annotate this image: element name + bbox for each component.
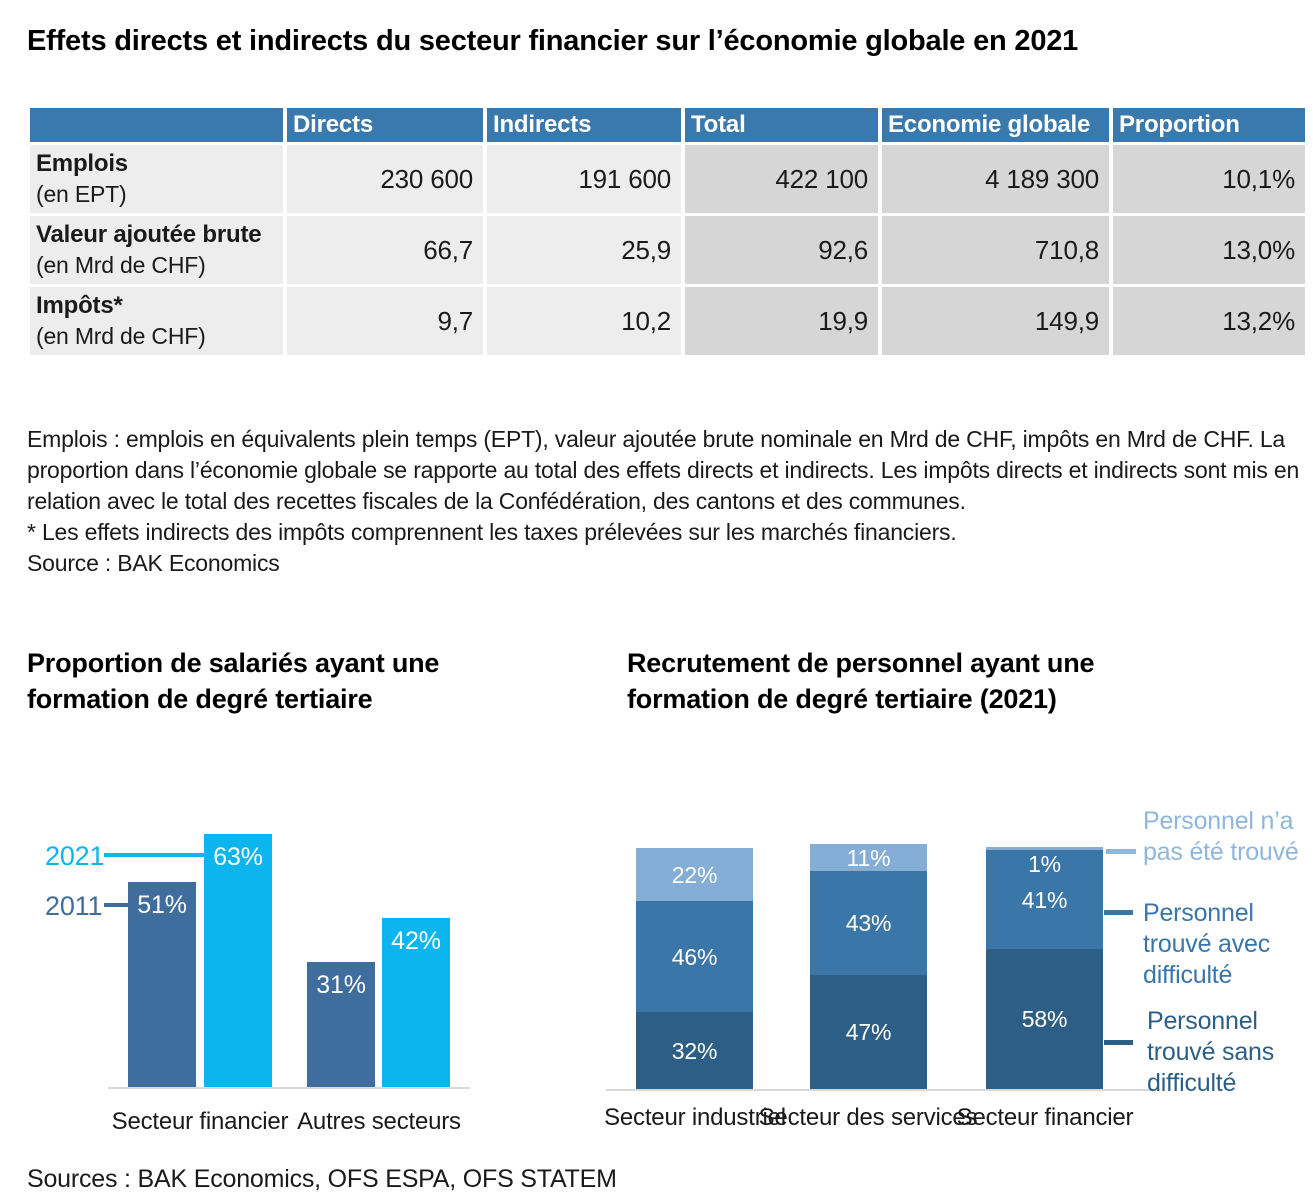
table-cell: 25,9 xyxy=(487,216,681,284)
legend-tick-Personnel trouvé sans difficulté xyxy=(1104,1040,1133,1045)
bar-2011-Autres secteurs xyxy=(307,962,375,1087)
segment-Personnel trouvé sans difficulté-Secteur des services xyxy=(810,975,927,1089)
segment-Personnel trouvé avec difficulté-Secteur industriel xyxy=(636,901,753,1012)
table-row-label: Valeur ajoutée brute (en Mrd de CHF) xyxy=(30,216,283,284)
bar-value-label: 51% xyxy=(137,891,187,919)
table-cell: 10,2 xyxy=(487,287,681,355)
table-row-unit: (en Mrd de CHF) xyxy=(36,252,206,278)
series-callout-line-2011 xyxy=(104,903,128,907)
segment-Personnel trouvé avec difficulté-Secteur des services xyxy=(810,871,927,975)
table-cell: 422 100 xyxy=(685,145,878,213)
table-header-cell: Proportion xyxy=(1113,108,1305,142)
table-cell: 4 189 300 xyxy=(882,145,1109,213)
segment-value-label: 58% xyxy=(1021,1006,1068,1032)
table-notes: Emplois : emplois en équivalents plein t… xyxy=(27,424,1305,579)
page-sources: Sources : BAK Economics, OFS ESPA, OFS S… xyxy=(27,1165,617,1193)
right-chart-category-label: Secteur industriel xyxy=(604,1104,786,1131)
table-row-name: Emplois xyxy=(36,150,128,177)
segment-value-label: 1% xyxy=(1028,851,1061,877)
segment-value-label: 11% xyxy=(846,845,891,871)
left-chart-title: Proportion de salariés ayant une formati… xyxy=(27,648,440,714)
left-chart-category-label: Autres secteurs xyxy=(297,1108,461,1135)
table-header-cell xyxy=(30,108,283,142)
right-chart-category-label: Secteur des services xyxy=(758,1104,978,1131)
bar-2021-Autres secteurs xyxy=(382,918,450,1087)
table-header-cell: Economie globale xyxy=(882,108,1109,142)
legend-tick-Personnel trouvé avec difficulté xyxy=(1104,910,1133,915)
segment-Personnel n’a pas été trouvé-Secteur des services xyxy=(810,844,927,871)
segment-value-label: 22% xyxy=(671,862,718,888)
table-cell: 10,1% xyxy=(1113,145,1305,213)
series-callout-line-2021 xyxy=(104,853,204,857)
table-header-cell: Directs xyxy=(287,108,483,142)
table-cell: 19,9 xyxy=(685,287,878,355)
segment-Personnel trouvé sans difficulté-Secteur financier xyxy=(986,949,1103,1089)
notes-body: Emplois : emplois en équivalents plein t… xyxy=(27,426,1300,514)
legend-Personnel trouvé avec difficulté: Personnel trouvé avec difficulté xyxy=(1143,899,1271,989)
table-cell: 191 600 xyxy=(487,145,681,213)
left-chart-category-label: Secteur financier xyxy=(111,1108,289,1135)
notes-source: Source : BAK Economics xyxy=(27,550,280,576)
table-row-label: Emplois (en EPT) xyxy=(30,145,283,213)
notes-asterisk: * Les effets indirects des impôts compre… xyxy=(27,519,957,545)
series-label-2021: 2021 xyxy=(45,841,105,871)
table-row-unit: (en EPT) xyxy=(36,181,127,207)
segment-Personnel trouvé sans difficulté-Secteur industriel xyxy=(636,1012,753,1089)
bar-2011-Secteur financier xyxy=(128,882,196,1087)
table-row-name: Valeur ajoutée brute xyxy=(36,221,262,248)
segment-value-label: 32% xyxy=(671,1038,718,1064)
right-chart-x-axis xyxy=(606,1089,1160,1091)
table-row-name: Impôts* xyxy=(36,292,123,319)
table-header-cell: Indirects xyxy=(487,108,681,142)
segment-Personnel n’a pas été trouvé-Secteur industriel xyxy=(636,848,753,901)
table-cell: 13,0% xyxy=(1113,216,1305,284)
table-cell: 230 600 xyxy=(287,145,483,213)
effects-table: Directs Indirects Total Economie globale Pro… xyxy=(30,108,1305,355)
table-header-cell: Total xyxy=(685,108,878,142)
legend-tick-Personnel n’a pas été trouvé xyxy=(1106,849,1136,854)
series-label-2011: 2011 xyxy=(45,891,103,921)
table-cell: 66,7 xyxy=(287,216,483,284)
legend-Personnel trouvé sans difficulté: Personnel trouvé sans difficulté xyxy=(1147,1007,1275,1097)
bar-value-label: 42% xyxy=(391,927,441,955)
segment-value-label: 46% xyxy=(671,944,718,970)
table-cell: 13,2% xyxy=(1113,287,1305,355)
page-title: Effets directs et indirects du secteur f… xyxy=(27,25,1079,58)
segment-value-label: 41% xyxy=(1021,887,1068,913)
table-row-label: Impôts* (en Mrd de CHF) xyxy=(30,287,283,355)
table-cell: 710,8 xyxy=(882,216,1109,284)
bar-value-label: 63% xyxy=(213,843,263,871)
bar-2021-Secteur financier xyxy=(204,834,272,1087)
segment-Personnel trouvé avec difficulté-Secteur financier xyxy=(986,850,1103,949)
table-row-unit: (en Mrd de CHF) xyxy=(36,323,206,349)
legend-Personnel n’a pas été trouvé: Personnel n’a pas été trouvé xyxy=(1143,807,1299,866)
bar-value-label: 31% xyxy=(316,971,366,999)
table-cell: 149,9 xyxy=(882,287,1109,355)
segment-value-label: 47% xyxy=(845,1019,892,1045)
table-cell: 9,7 xyxy=(287,287,483,355)
right-chart-category-label: Secteur financier xyxy=(956,1104,1134,1131)
right-chart-title: Recrutement de personnel ayant une forma… xyxy=(627,648,1095,714)
table-cell: 92,6 xyxy=(685,216,878,284)
left-chart-x-axis xyxy=(108,1087,470,1089)
segment-value-label: 43% xyxy=(845,910,892,936)
segment-Personnel n’a pas été trouvé-Secteur financier xyxy=(986,847,1103,850)
